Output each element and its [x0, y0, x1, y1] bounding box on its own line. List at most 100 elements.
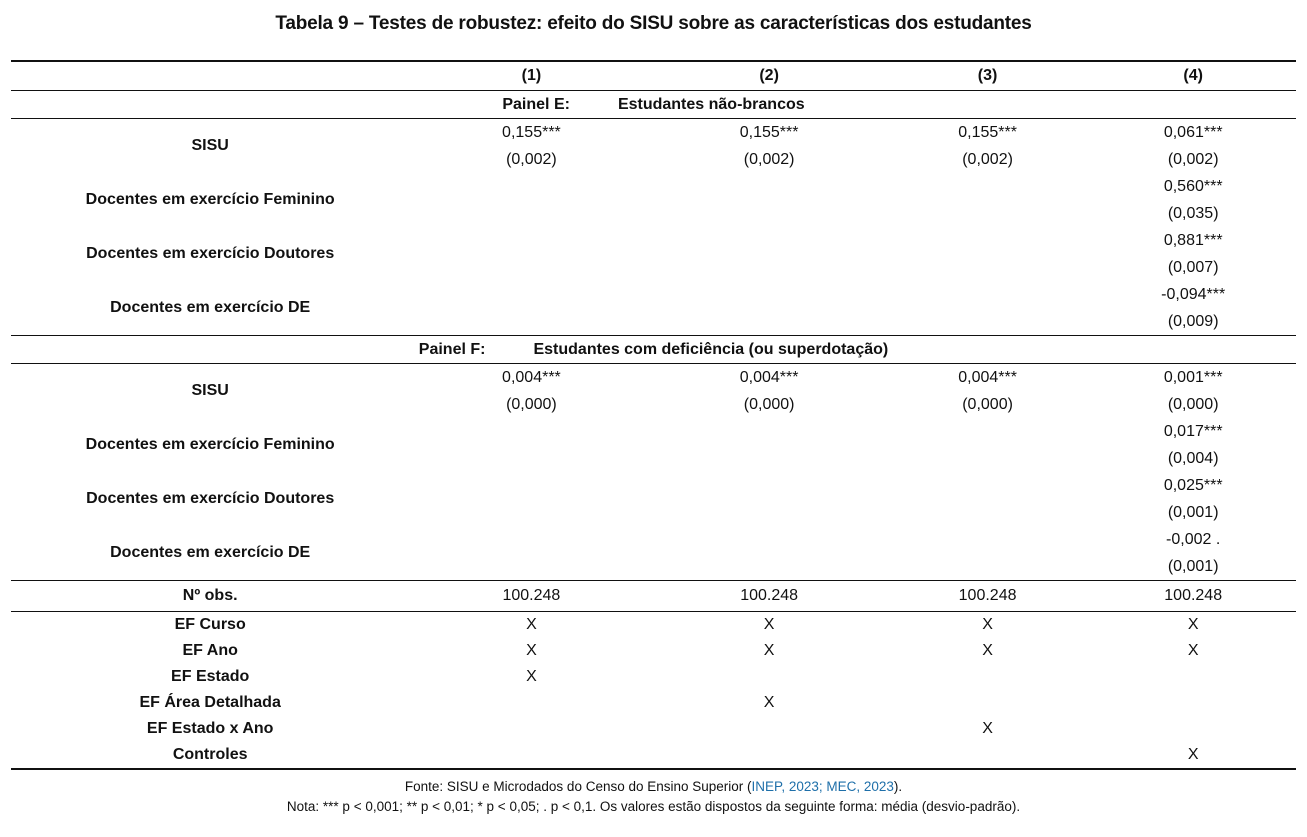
fixed-effect-mark: X: [763, 616, 775, 633]
fixed-effect-mark: [1090, 664, 1296, 690]
fixed-effect-mark: X: [526, 616, 537, 633]
value-cell: 0,155*** (0,002): [885, 119, 1091, 174]
citation-link[interactable]: INEP, 2023; MEC, 2023: [751, 779, 894, 794]
panel-description: Estudantes não-brancos: [617, 95, 805, 113]
value-cell: [409, 227, 653, 281]
value-cell: [653, 281, 884, 336]
value-cell: [653, 526, 884, 581]
estimate-value: [653, 472, 884, 499]
standard-error-value: (0,000): [506, 396, 557, 413]
table-title: Tabela 9 – Testes de robustez: efeito do…: [275, 13, 1032, 34]
standard-error-value: (0,001): [1167, 504, 1219, 521]
fixed-effect-mark: [653, 716, 884, 742]
standard-error-value: (0,002): [506, 151, 557, 168]
panel-header-row-2: Painel F: Estudantes com deficiência (ou …: [11, 335, 1296, 364]
fixed-effect-mark: X: [1187, 746, 1199, 763]
value-cell: 0,017*** (0,004): [1090, 418, 1296, 472]
estimate-value: 0,155***: [958, 124, 1017, 141]
fixed-effect-mark: [1090, 690, 1296, 716]
estimate-value: [409, 281, 653, 308]
table-row: Docentes em exercício DE -0,094*** (0,009): [11, 281, 1296, 336]
standard-error-value: (0,035): [1167, 205, 1219, 222]
row-label: Docentes em exercício Doutores: [86, 245, 335, 262]
estimate-value: [409, 472, 653, 499]
fixed-effect-mark: [885, 690, 1091, 716]
panel-header-cell: Painel F: Estudantes com deficiência (ou …: [11, 336, 1296, 364]
estimate-value: -0,094***: [1161, 286, 1226, 303]
estimate-value: 0,025***: [1163, 477, 1223, 494]
column-header-2: (2): [759, 67, 779, 84]
value-cell: 0,061*** (0,002): [1090, 119, 1296, 174]
source-note-suffix: ).: [893, 779, 903, 794]
row-label: SISU: [191, 382, 229, 399]
standard-error-value: (0,002): [962, 151, 1013, 168]
standard-error-value: (0,009): [1167, 313, 1219, 330]
results-table: (1) (2) (3) (4) Painel E: Estudantes não-…: [11, 60, 1296, 770]
row-label: EF Estado x Ano: [146, 720, 274, 737]
estimate-value: [653, 173, 884, 200]
standard-error-value: (0,002): [743, 151, 795, 168]
value-cell: [653, 173, 884, 227]
fixed-effect-mark: X: [526, 642, 537, 659]
row-label: Docentes em exercício DE: [110, 544, 311, 561]
fixed-effect-row: EF Ano X X X X: [11, 638, 1296, 664]
value-cell: [885, 227, 1091, 281]
standard-error-value: [885, 200, 1091, 227]
estimate-value: 0,881***: [1163, 232, 1223, 249]
value-cell: 0,001*** (0,000): [1090, 364, 1296, 419]
standard-error-value: [653, 553, 884, 580]
estimate-value: [653, 281, 884, 308]
value-cell: 0,004*** (0,000): [885, 364, 1091, 419]
value-cell: -0,094*** (0,009): [1090, 281, 1296, 336]
standard-error-value: [409, 254, 653, 281]
fixed-effect-mark: [409, 690, 653, 716]
estimate-value: 0,560***: [1163, 178, 1223, 195]
estimate-value: [885, 227, 1091, 254]
value-cell: [885, 418, 1091, 472]
value-cell: [653, 227, 884, 281]
row-label: Docentes em exercício DE: [110, 299, 311, 316]
value-cell: [885, 526, 1091, 581]
standard-error-value: [409, 445, 653, 472]
value-cell: [885, 472, 1091, 526]
value-cell: [885, 173, 1091, 227]
value-cell: [409, 472, 653, 526]
standard-error-value: (0,004): [1167, 450, 1219, 467]
significance-note: Nota: *** p < 0,001; ** p < 0,01; * p < …: [286, 799, 1021, 814]
observations-value: 100.248: [740, 587, 799, 604]
fixed-effect-mark: [653, 664, 884, 690]
standard-error-value: [885, 499, 1091, 526]
fixed-effect-mark: X: [1187, 642, 1199, 659]
estimate-value: [409, 227, 653, 254]
row-label: EF Ano: [182, 642, 238, 659]
standard-error-value: [885, 254, 1091, 281]
row-label: EF Estado: [171, 668, 250, 685]
panel-name: Painel E:: [502, 95, 570, 113]
row-label: Docentes em exercício Feminino: [85, 191, 335, 208]
column-header-3: (3): [977, 67, 998, 84]
fixed-effect-mark: X: [526, 668, 537, 685]
row-label: Docentes em exercício Doutores: [86, 490, 335, 507]
fixed-effect-mark: [1090, 716, 1296, 742]
column-header-row: (1) (2) (3) (4): [11, 61, 1296, 91]
standard-error-value: (0,007): [1167, 259, 1219, 276]
estimate-value: 0,155***: [502, 124, 561, 141]
table-row: Docentes em exercício DE -0,002 . (0,001): [11, 526, 1296, 581]
estimate-value: [653, 418, 884, 445]
observations-value: 100.248: [1164, 587, 1223, 604]
estimate-value: [885, 418, 1091, 445]
value-cell: -0,002 . (0,001): [1090, 526, 1296, 581]
estimate-value: [885, 173, 1091, 200]
standard-error-value: [885, 445, 1091, 472]
value-cell: 0,155*** (0,002): [653, 119, 884, 174]
panel-header-cell: Painel E: Estudantes não-brancos: [11, 91, 1296, 119]
column-header-1: (1): [521, 67, 542, 84]
fixed-effect-mark: [653, 742, 884, 769]
fixed-effect-mark: X: [1187, 616, 1199, 633]
panel-name: Painel F:: [418, 340, 486, 358]
fixed-effect-row: EF Curso X X X X: [11, 612, 1296, 639]
value-cell: [409, 418, 653, 472]
observations-row: Nº obs. 100.248 100.248 100.248 100.248: [11, 580, 1296, 612]
estimate-value: [409, 526, 653, 553]
estimate-value: [885, 526, 1091, 553]
